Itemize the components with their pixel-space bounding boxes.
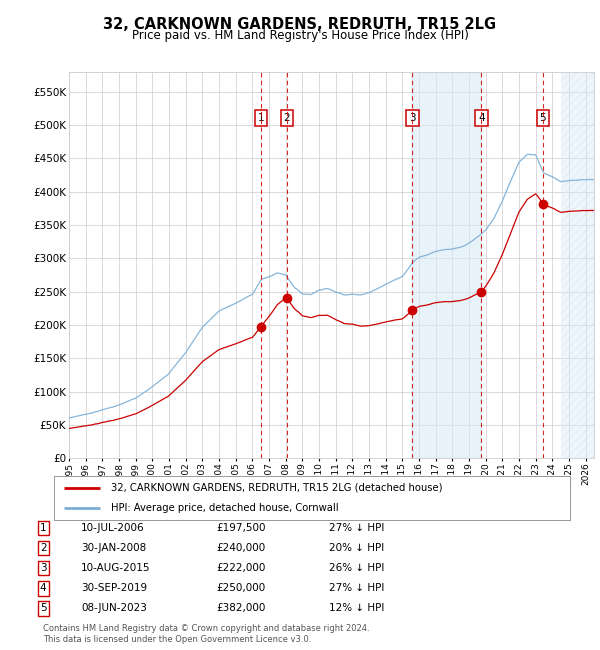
Text: 26% ↓ HPI: 26% ↓ HPI (329, 563, 384, 573)
Text: 12% ↓ HPI: 12% ↓ HPI (329, 603, 384, 614)
Text: 5: 5 (539, 113, 547, 124)
Text: 08-JUN-2023: 08-JUN-2023 (81, 603, 147, 614)
Text: 32, CARKNOWN GARDENS, REDRUTH, TR15 2LG (detached house): 32, CARKNOWN GARDENS, REDRUTH, TR15 2LG … (111, 483, 442, 493)
Text: 2: 2 (284, 113, 290, 124)
Text: 10-JUL-2006: 10-JUL-2006 (81, 523, 145, 533)
Text: 20% ↓ HPI: 20% ↓ HPI (329, 543, 384, 553)
Text: 10-AUG-2015: 10-AUG-2015 (81, 563, 151, 573)
Text: 3: 3 (409, 113, 416, 124)
Text: HPI: Average price, detached house, Cornwall: HPI: Average price, detached house, Corn… (111, 503, 338, 513)
Text: £240,000: £240,000 (216, 543, 265, 553)
Bar (412, 72, 481, 458)
Text: 27% ↓ HPI: 27% ↓ HPI (329, 523, 384, 533)
Text: 2: 2 (40, 543, 47, 553)
Text: 27% ↓ HPI: 27% ↓ HPI (329, 583, 384, 593)
Text: 3: 3 (40, 563, 47, 573)
Text: 4: 4 (478, 113, 485, 124)
Text: Contains HM Land Registry data © Crown copyright and database right 2024.
This d: Contains HM Land Registry data © Crown c… (43, 624, 370, 644)
Text: £222,000: £222,000 (216, 563, 265, 573)
Text: £250,000: £250,000 (216, 583, 265, 593)
Text: 5: 5 (40, 603, 47, 614)
Text: 1: 1 (258, 113, 265, 124)
Text: £197,500: £197,500 (216, 523, 265, 533)
Text: 1: 1 (40, 523, 47, 533)
Text: £382,000: £382,000 (216, 603, 265, 614)
Text: 32, CARKNOWN GARDENS, REDRUTH, TR15 2LG: 32, CARKNOWN GARDENS, REDRUTH, TR15 2LG (103, 17, 497, 32)
Text: 30-SEP-2019: 30-SEP-2019 (81, 583, 147, 593)
Text: Price paid vs. HM Land Registry's House Price Index (HPI): Price paid vs. HM Land Registry's House … (131, 29, 469, 42)
Bar (560, 72, 594, 458)
Text: 4: 4 (40, 583, 47, 593)
Text: 30-JAN-2008: 30-JAN-2008 (81, 543, 146, 553)
